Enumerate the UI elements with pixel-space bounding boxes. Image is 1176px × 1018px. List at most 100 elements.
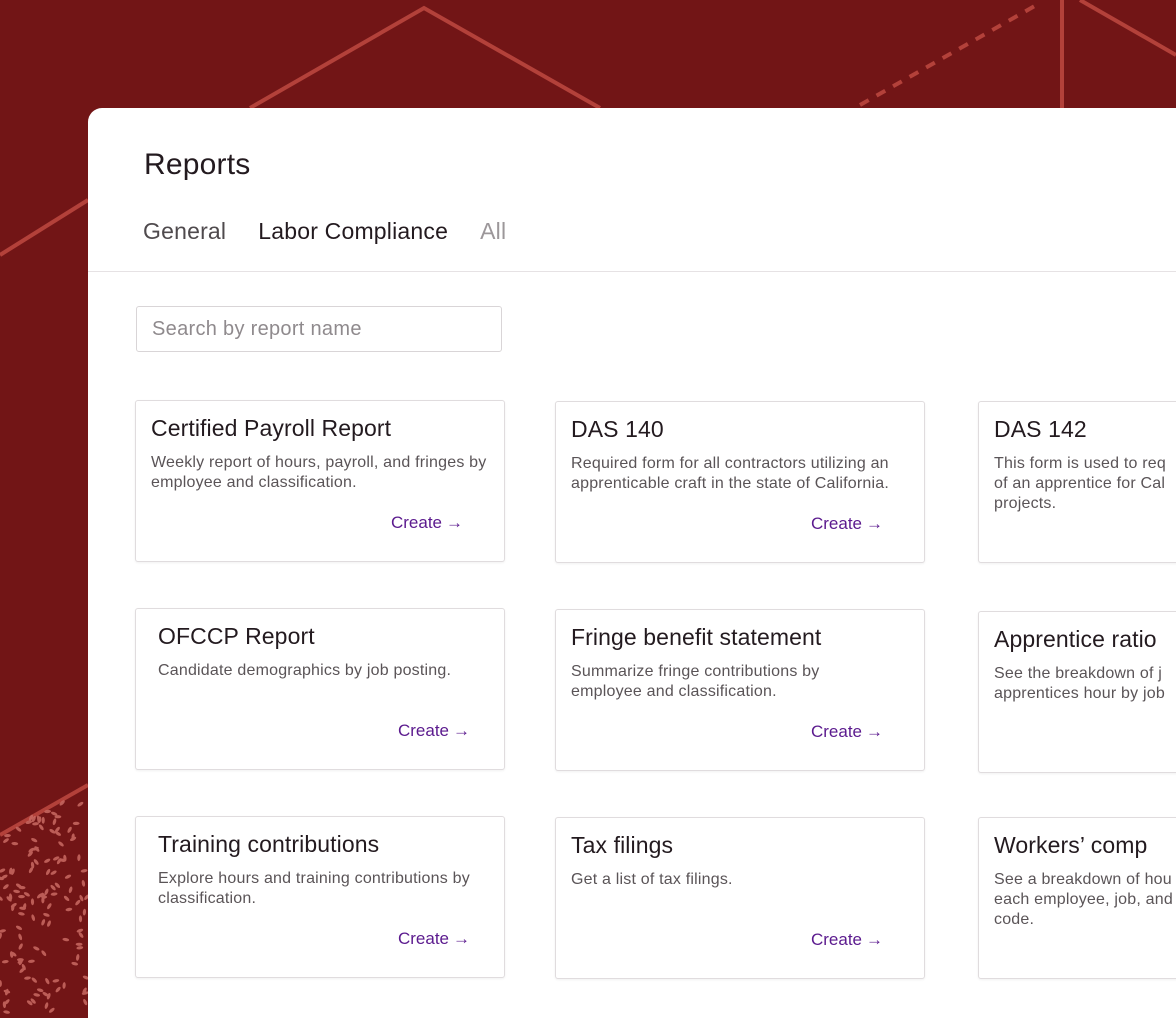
tab-general[interactable]: General [143,218,227,244]
create-label: Create [397,721,449,740]
speckle-dot [71,961,79,966]
speckle-dot [64,874,72,879]
speckle-dot [11,841,19,846]
speckle-dot [18,933,23,941]
speckle-dot [83,998,88,1006]
card-description: Required form for all contractors utiliz… [571,455,890,492]
speckle-dot [47,920,51,927]
speckle-dot [76,928,84,933]
speckle-dot [41,919,46,926]
speckle-dot [28,866,34,874]
speckle-dot [75,899,81,906]
speckle-dot [33,946,40,951]
speckle-dot [72,821,80,826]
speckle-dot [32,822,39,826]
speckle-dot [21,963,26,971]
card-title: Fringe benefit statement [571,624,822,650]
speckle-dot [82,908,87,916]
page-title: Reports [144,148,251,181]
speckle-dot [25,820,33,825]
create-link[interactable]: Create → [811,514,883,534]
speckle-dot [30,998,36,1004]
speckle-dot [34,846,40,852]
report-card-apprentice-ratio[interactable]: Apprentice ratio See the breakdown of j … [978,611,1176,773]
card-title: Training contributions [158,831,380,857]
speckle-dot [55,986,61,993]
arrow-right-icon: → [866,514,883,533]
speckle-dot [79,894,84,902]
speckle-dot [77,854,81,862]
report-card-das-142[interactable]: DAS 142 This form is used to req of an a… [978,401,1176,563]
speckle-dot [18,894,25,899]
speckle-dot [5,988,9,996]
card-title: Tax filings [571,832,674,858]
report-card-certified-payroll[interactable]: Certified Payroll Report Weekly report o… [135,400,505,562]
speckle-dot [44,858,51,863]
tab-labor-compliance[interactable]: Labor Compliance [258,218,449,244]
report-card-ofccp[interactable]: OFCCP Report Candidate demographics by j… [135,608,505,770]
search-input[interactable] [136,306,502,352]
create-label: Create [397,929,449,948]
report-card-tax-filings[interactable]: Tax filings Get a list of tax filings. C… [555,817,925,979]
speckle-dot [43,912,50,917]
speckle-dot [54,815,62,819]
create-label: Create [390,513,442,532]
speckle-dot [62,937,70,942]
speckle-dot [45,868,51,876]
speckle-dot [0,895,3,901]
speckle-dot [84,894,90,900]
speckle-dot [28,814,34,821]
create-link[interactable]: Create → [811,722,883,742]
card-title: Certified Payroll Report [151,415,392,441]
speckle-dot [50,884,56,891]
arrow-right-icon: → [446,513,463,532]
tab-all[interactable]: All [480,218,507,244]
speckle-dot [48,1007,55,1013]
arrow-right-icon: → [866,930,883,949]
speckle-dot [77,801,84,807]
speckle-dot [23,892,30,897]
speckle-dot [33,993,41,997]
speckle-dot [52,818,57,825]
speckle-dot [31,837,38,843]
speckle-dot [18,912,25,916]
create-label: Create [810,722,862,741]
card-description: See the breakdown of j apprentices hour … [994,665,1165,702]
speckle-dot [41,816,45,824]
speckle-dot [76,946,84,950]
speckle-dot [3,838,9,843]
speckle-dot [31,977,37,983]
create-link[interactable]: Create → [811,930,883,950]
speckle-dot [0,868,6,873]
speckle-dot [36,893,43,899]
speckle-dot [45,978,50,985]
speckle-dot [15,925,23,930]
card-description: See a breakdown of hou each employee, jo… [994,871,1173,928]
create-link[interactable]: Create → [391,513,463,533]
speckle-dot [53,856,60,861]
report-card-workers-comp[interactable]: Workers’ comp See a breakdown of hou eac… [978,817,1176,979]
speckle-dot [41,950,47,957]
card-description: This form is used to req of an apprentic… [994,455,1166,512]
speckle-dot [17,958,24,962]
report-card-training-contributions[interactable]: Training contributions Explore hours and… [135,816,505,978]
tabs-divider [88,271,1176,272]
speckle-dot [54,826,60,833]
speckle-dot [13,889,20,894]
speckle-dot [4,833,11,838]
create-link[interactable]: Create → [398,929,470,949]
create-link[interactable]: Create → [398,721,470,741]
report-card-das-140[interactable]: DAS 140 Required form for all contractor… [555,401,925,563]
speckle-dot [10,868,15,875]
speckle-dot [80,869,88,873]
arrow-right-icon: → [453,929,470,948]
speckle-dot [18,885,26,890]
speckle-dot [47,903,52,910]
speckle-dot [1,874,8,879]
speckle-dot [75,942,83,946]
reports-panel: Reports General Labor Compliance All Cer… [88,108,1176,1018]
speckle-dot [19,967,25,973]
report-card-fringe-benefit[interactable]: Fringe benefit statement Summarize fring… [555,609,925,771]
speckle-dot [41,896,45,904]
